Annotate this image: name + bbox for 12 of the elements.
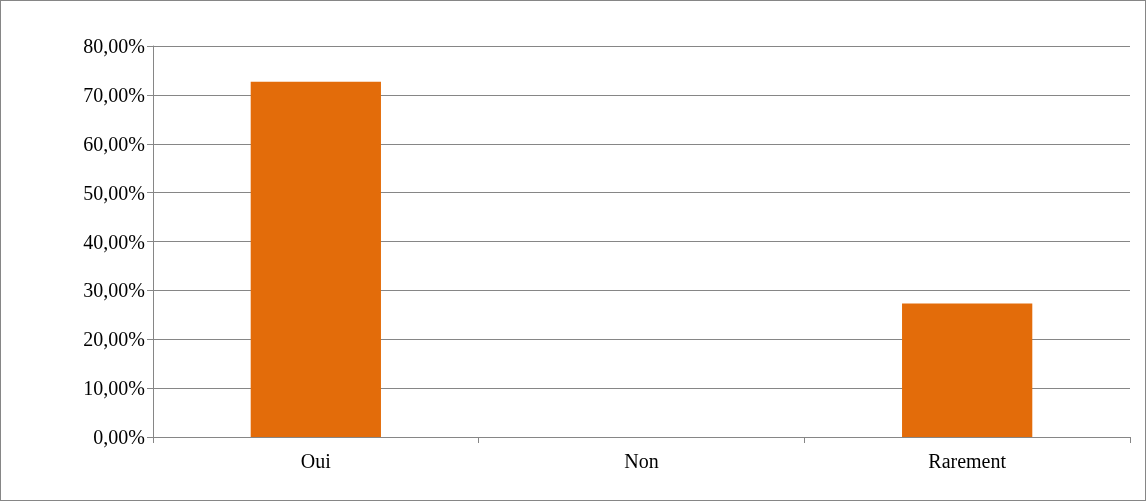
y-tick-label: 80,00%: [83, 35, 145, 57]
y-tick-label: 50,00%: [83, 181, 145, 204]
y-tick-label: 20,00%: [83, 328, 145, 351]
y-tick-label: 10,00%: [83, 377, 145, 400]
y-tick-label: 30,00%: [83, 279, 145, 302]
y-tick-label: 40,00%: [83, 230, 145, 253]
x-tick-label: Oui: [300, 450, 332, 472]
y-tick-label: 70,00%: [83, 83, 145, 106]
y-tick-label: 0,00%: [93, 426, 145, 448]
y-tick-label: 60,00%: [83, 132, 145, 155]
x-tick-label: Rarement: [928, 450, 1007, 472]
x-tick-label: Non: [624, 450, 659, 472]
